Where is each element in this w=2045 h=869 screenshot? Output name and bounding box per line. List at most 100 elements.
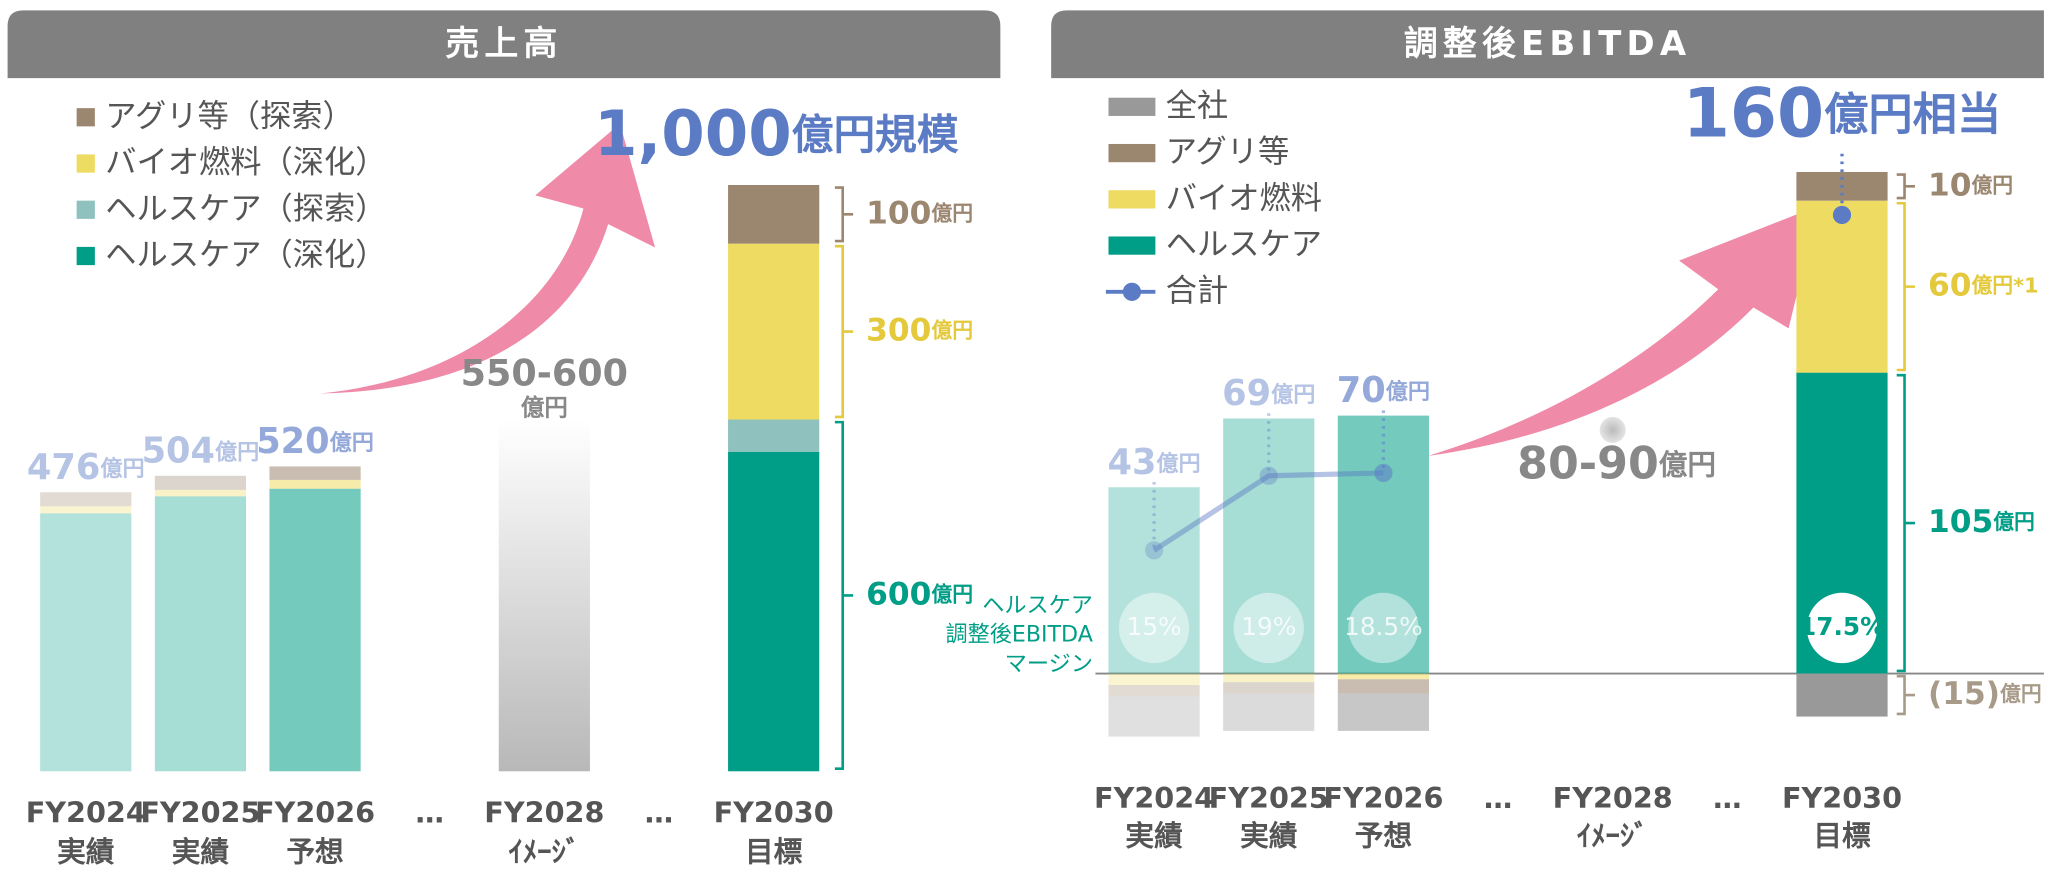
legend-label: ヘルスケア [1166, 227, 1322, 263]
margin-label: 17.5% [1799, 612, 1885, 641]
bar-segment [728, 243, 820, 420]
bracket [1896, 201, 1915, 372]
total-label: 504億円 [142, 430, 260, 471]
bar-segment [728, 185, 820, 244]
bracket [1896, 173, 1915, 200]
bar-segment [40, 513, 132, 772]
x-tick-sublabel: 実績 [1240, 819, 1298, 853]
x-tick-sublabel: 目標 [745, 834, 803, 868]
panel-title: 調整後EBITDA [1404, 24, 1691, 63]
bar-segment [269, 479, 361, 489]
bracket [1896, 373, 1915, 673]
x-tick-label: FY2028 [1553, 781, 1673, 815]
total-label: 43億円 [1107, 442, 1200, 483]
bar-segment [154, 496, 247, 772]
bar-segment [1108, 685, 1200, 697]
x-tick-label: FY2026 [1323, 781, 1443, 815]
margin-badge [1233, 592, 1304, 664]
x-tick-label: FY2028 [484, 795, 604, 829]
x-tick-label: FY2030 [1782, 781, 1902, 815]
range-dot [1599, 416, 1626, 443]
total-dot [1259, 466, 1278, 485]
x-tick-sublabel: 目標 [1813, 819, 1871, 853]
legend-swatch [76, 108, 95, 127]
x-tick-label: FY2026 [255, 795, 375, 829]
bracket [1896, 674, 1915, 716]
x-tick-sublabel: ｲﾒｰｼﾞ [1577, 819, 1649, 853]
growth-arrow [320, 123, 656, 394]
total-label: 160億円相当 [1683, 73, 2002, 152]
bracket-label: 300億円 [866, 313, 973, 349]
x-tick-label: FY2024 [1094, 781, 1214, 815]
legend-swatch [76, 154, 95, 173]
range-label: 550-600 [461, 352, 628, 395]
range-bar [498, 419, 590, 772]
bracket [834, 244, 854, 419]
growth-arrow [1427, 205, 1819, 456]
margin-badge [1806, 592, 1878, 664]
legend-label: ヘルスケア（深化） [105, 237, 386, 273]
bar-segment [269, 466, 361, 480]
legend-label: 合計 [1166, 273, 1229, 309]
margin-caption: ヘルスケア [982, 592, 1093, 618]
bracket-label: (15)億円 [1928, 676, 2042, 712]
legend-swatch [76, 246, 95, 266]
margin-label: 15% [1127, 612, 1182, 641]
x-tick-sublabel: 実績 [172, 834, 230, 868]
bar-segment [1108, 487, 1200, 674]
bracket-label: 60億円*1 [1928, 268, 2039, 304]
bar-segment [1108, 696, 1200, 737]
legend-label: アグリ等 [1166, 134, 1289, 170]
margin-caption: 調整後EBITDA [945, 622, 1092, 648]
bracket [834, 186, 854, 243]
legend-label: ヘルスケア（探索） [105, 191, 386, 227]
legend-label: バイオ燃料 [1166, 180, 1322, 216]
total-dot [1374, 463, 1393, 483]
margin-label: 18.5% [1344, 612, 1423, 641]
x-tick-label: FY2030 [714, 795, 834, 829]
bar-segment [1223, 693, 1315, 731]
legend-label: 全社 [1166, 88, 1229, 124]
bracket-label: 105億円 [1928, 504, 2035, 540]
legend-swatch [1108, 236, 1156, 255]
margin-badge [1348, 592, 1419, 664]
bar-segment [1337, 693, 1429, 731]
x-tick-sublabel: 実績 [57, 834, 115, 868]
bar-segment [154, 475, 247, 490]
bar-segment [1223, 418, 1315, 674]
legend-swatch [1122, 282, 1142, 301]
bar-segment [1337, 673, 1429, 680]
x-tick-label: FY2025 [1209, 781, 1329, 815]
panel-title: 売上高 [445, 24, 562, 63]
x-tick-label: … [1484, 781, 1513, 815]
bar-segment [269, 488, 361, 772]
total-label: 1,000億円規模 [594, 97, 959, 170]
range-unit: 億円 [521, 394, 568, 422]
bar-segment [40, 492, 132, 507]
total-label: 520億円 [256, 421, 374, 462]
x-tick-label: … [645, 795, 674, 829]
total-label: 70億円 [1337, 370, 1430, 411]
legend-label: アグリ等（探索） [105, 98, 353, 134]
margin-badge [1118, 592, 1190, 664]
charts: 売上高 FY2024 実績 FY2025 実績 FY2026 予想 … FY2028 ｲﾒｰｼﾞ …… [26, 24, 2044, 868]
bar-segment [1108, 673, 1200, 686]
bar-segment [1796, 673, 1888, 717]
x-tick-sublabel: 実績 [1125, 819, 1183, 853]
legend-swatch [76, 200, 95, 219]
legend-label: バイオ燃料（深化） [105, 145, 386, 181]
header-band [1051, 10, 2044, 79]
legend-swatch [1108, 143, 1156, 163]
x-tick-sublabel: ｲﾒｰｼﾞ [509, 834, 581, 868]
x-tick-label: FY2024 [26, 795, 146, 829]
total-dot [1832, 205, 1852, 225]
x-tick-label: FY2025 [140, 795, 260, 829]
x-tick-sublabel: 予想 [1355, 819, 1412, 853]
bracket-label: 600億円 [866, 576, 973, 612]
range-label: 80-90億円 [1517, 438, 1716, 489]
bar-segment [1796, 200, 1888, 373]
total-label: 476億円 [27, 447, 145, 488]
x-tick-label: … [1713, 781, 1742, 815]
bar-segment [1223, 673, 1315, 683]
